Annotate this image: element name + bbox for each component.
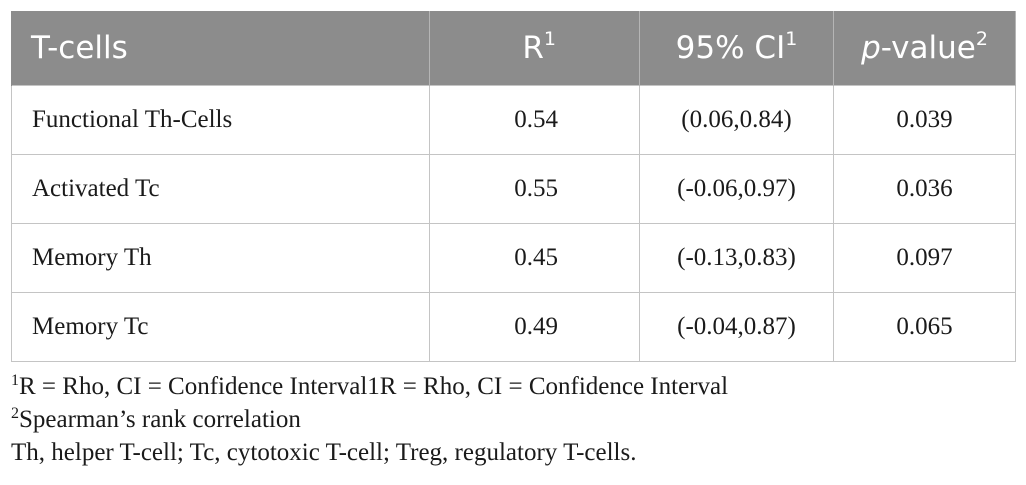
header-p-value-label: -value: [880, 29, 976, 66]
cell-confidence-interval: (-0.13,0.83): [639, 222, 834, 293]
footnote-2-marker: 2: [11, 405, 19, 422]
cell-r-value: 0.54: [429, 84, 640, 155]
header-95-ci: 95% CI1: [639, 11, 834, 85]
cell-p-value: 0.097: [833, 222, 1016, 293]
header-p-value-italic: p: [861, 29, 881, 66]
cell-t-cell-type: Memory Tc: [11, 291, 430, 362]
header-t-cells-label: T-cells: [31, 29, 128, 66]
footnote-abbreviations: Th, helper T-cell; Tc, cytotoxic T-cell;…: [11, 436, 728, 469]
header-r-footnote-marker: 1: [543, 27, 556, 50]
footnote-2: 2Spearman’s rank correlation: [11, 403, 728, 436]
header-95-ci-footnote-marker: 1: [785, 27, 798, 50]
header-95-ci-label: 95% CI: [675, 29, 786, 66]
footnote-2-text: Spearman’s rank correlation: [19, 406, 301, 433]
footnote-1-text: R = Rho, CI = Confidence Interval1R = Rh…: [19, 373, 729, 400]
cell-confidence-interval: (-0.04,0.87): [639, 291, 834, 362]
header-p-value: p-value2: [833, 11, 1016, 85]
header-r: R1: [429, 11, 640, 85]
header-t-cells: T-cells: [11, 11, 430, 85]
table-row: Activated Tc 0.55 (-0.06,0.97) 0.036: [11, 153, 1016, 224]
table-row: Functional Th-Cells 0.54 (0.06,0.84) 0.0…: [11, 84, 1016, 155]
cell-p-value: 0.065: [833, 291, 1016, 362]
cell-r-value: 0.49: [429, 291, 640, 362]
header-r-label: R: [522, 29, 544, 66]
results-table-container: T-cells R1 95% CI1 p-value2 Functional T…: [11, 11, 1016, 362]
cell-t-cell-type: Functional Th-Cells: [11, 84, 430, 155]
table-row: Memory Tc 0.49 (-0.04,0.87) 0.065: [11, 291, 1016, 362]
t-cell-correlation-table: T-cells R1 95% CI1 p-value2 Functional T…: [11, 11, 1016, 362]
cell-r-value: 0.45: [429, 222, 640, 293]
footnote-abbreviations-text: Th, helper T-cell; Tc, cytotoxic T-cell;…: [11, 439, 637, 466]
table-footnotes: 1R = Rho, CI = Confidence Interval1R = R…: [11, 370, 728, 469]
cell-confidence-interval: (-0.06,0.97): [639, 153, 834, 224]
footnote-1-marker: 1: [11, 372, 19, 389]
cell-t-cell-type: Activated Tc: [11, 153, 430, 224]
cell-p-value: 0.039: [833, 84, 1016, 155]
footnote-1: 1R = Rho, CI = Confidence Interval1R = R…: [11, 370, 728, 403]
table-header-row: T-cells R1 95% CI1 p-value2: [11, 11, 1016, 85]
cell-t-cell-type: Memory Th: [11, 222, 430, 293]
header-p-value-footnote-marker: 2: [975, 27, 988, 50]
table-row: Memory Th 0.45 (-0.13,0.83) 0.097: [11, 222, 1016, 293]
cell-confidence-interval: (0.06,0.84): [639, 84, 834, 155]
cell-p-value: 0.036: [833, 153, 1016, 224]
cell-r-value: 0.55: [429, 153, 640, 224]
